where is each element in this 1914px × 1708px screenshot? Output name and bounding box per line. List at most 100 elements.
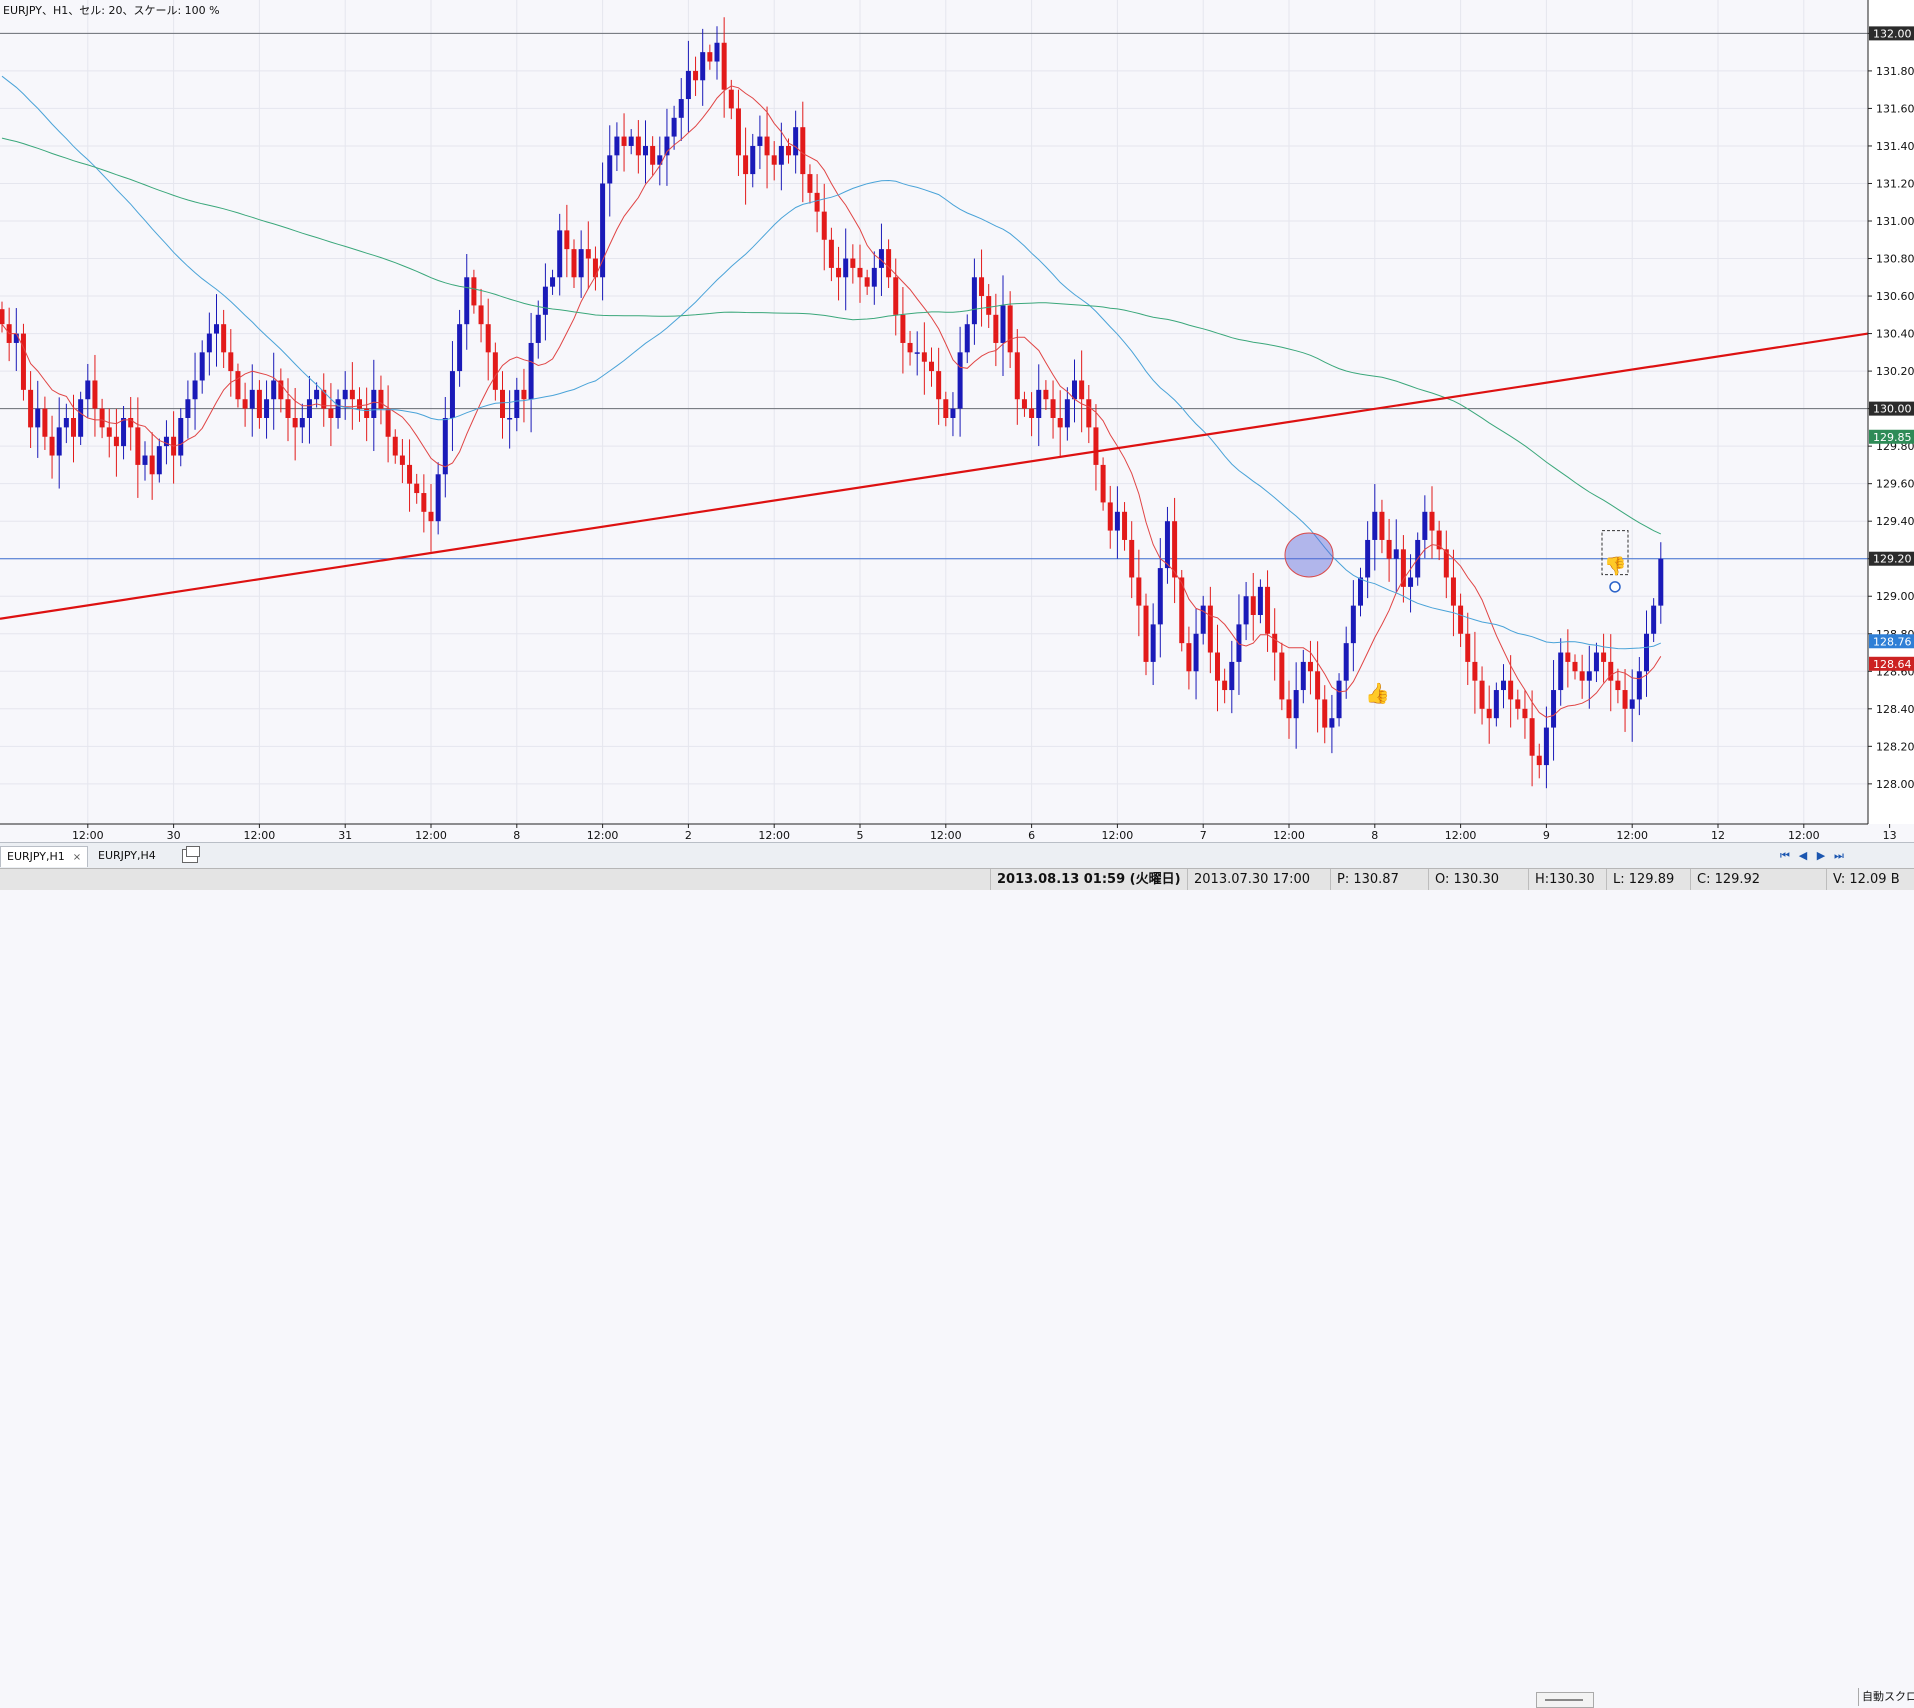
y-tick-label: 130.20 <box>1876 365 1914 378</box>
candle-body <box>13 333 19 343</box>
candle-body <box>435 474 441 522</box>
candle-body <box>249 389 255 409</box>
autoscroll-button[interactable]: 自動スクロール <box>1858 1688 1914 1706</box>
tab-label: EURJPY,H1 <box>7 850 65 863</box>
candle-body <box>607 155 613 184</box>
candle-body <box>650 145 656 165</box>
candle-body <box>457 324 463 372</box>
candle-body <box>78 399 84 437</box>
candle-body <box>1179 577 1185 644</box>
x-tick-label: 12:00 <box>244 829 276 842</box>
candle-body <box>1236 624 1242 662</box>
candle-body <box>671 117 677 137</box>
candle-body <box>971 277 977 325</box>
candle-body <box>1107 502 1113 531</box>
candle-body <box>192 380 198 400</box>
candle-body <box>1029 408 1035 418</box>
y-tick-label: 131.20 <box>1876 177 1914 190</box>
candle-body <box>850 258 856 268</box>
x-tick-label: 31 <box>338 829 352 842</box>
candle-body <box>1164 521 1170 569</box>
candle-body <box>399 455 405 465</box>
highlight-ellipse[interactable] <box>1284 532 1334 578</box>
candle-body <box>328 408 334 418</box>
trendline[interactable] <box>0 332 1869 620</box>
candle-body <box>807 174 813 193</box>
candle-body <box>878 249 884 268</box>
x-tick-label: 12:00 <box>1788 829 1820 842</box>
chart-scroll-handle[interactable] <box>1536 1692 1594 1708</box>
candle-body <box>1243 596 1249 625</box>
candle-body <box>85 380 91 400</box>
candle-body <box>49 436 55 456</box>
status-volume: V: 12.09 B <box>1826 869 1900 890</box>
candle-body <box>1093 427 1099 465</box>
x-tick-label: 12:00 <box>72 829 104 842</box>
price-label-text: 129.20 <box>1873 553 1912 566</box>
candle-body <box>1658 558 1664 606</box>
candle-body <box>1586 671 1592 681</box>
status-cursor-time: 2013.07.30 17:00 <box>1187 869 1310 890</box>
candle-body <box>814 192 820 212</box>
candle-body <box>156 446 162 475</box>
candle-body <box>535 314 541 343</box>
tab-eurjpy-h4[interactable]: EURJPY,H4 <box>92 846 162 866</box>
y-tick-label: 130.60 <box>1876 290 1914 303</box>
x-tick-label: 9 <box>1543 829 1550 842</box>
candle-body <box>550 277 556 287</box>
candle-body <box>950 408 956 418</box>
candle-body <box>542 286 548 315</box>
window-list-icon[interactable] <box>182 846 200 863</box>
anchor-circle[interactable] <box>1609 581 1621 593</box>
candle-body <box>1000 305 1006 343</box>
candle-body <box>743 155 749 175</box>
chart-info-label: EURJPY、H1、セル: 20、スケール: 100 % <box>3 4 220 17</box>
prev-bar-icon[interactable]: ◀ <box>1798 849 1808 862</box>
x-tick-label: 12:00 <box>587 829 619 842</box>
chart-navigation: ⏮ ◀ ▶ ⏭ <box>1776 849 1848 863</box>
candle-body <box>979 277 985 297</box>
close-tab-icon[interactable]: × <box>72 852 82 863</box>
candle-body <box>1215 652 1220 681</box>
candle-body <box>1222 680 1228 691</box>
candle-body <box>1622 690 1628 709</box>
tab-eurjpy-h1[interactable]: EURJPY,H1 × <box>0 846 89 867</box>
ma-mid-line <box>1 75 1661 650</box>
candle-body <box>578 249 584 278</box>
candle-body <box>514 389 520 418</box>
candle-body <box>943 399 949 418</box>
candle-body <box>371 389 377 418</box>
candle-body <box>1629 699 1635 709</box>
candle-body <box>786 145 791 156</box>
candle-body <box>492 352 498 390</box>
candle-body <box>471 277 477 306</box>
candle-body <box>900 314 906 343</box>
next-bar-icon[interactable]: ▶ <box>1816 849 1826 862</box>
candle-body <box>643 145 648 156</box>
price-chart[interactable]: 👍👎 128.00128.20128.40128.60128.80129.001… <box>0 0 1914 842</box>
x-tick-label: 12:00 <box>1273 829 1305 842</box>
candle-body <box>407 464 413 484</box>
first-bar-icon[interactable]: ⏮ <box>1780 849 1790 862</box>
status-low: L: 129.89 <box>1606 869 1674 890</box>
candle-body <box>278 380 284 400</box>
candle-body <box>600 183 606 278</box>
candle-body <box>1043 389 1049 400</box>
candle-body <box>893 277 899 315</box>
candle-body <box>1136 577 1142 606</box>
candle-body <box>1458 605 1464 634</box>
candle-body <box>1565 652 1571 662</box>
x-tick-label: 12:00 <box>415 829 447 842</box>
candle-body <box>292 418 298 428</box>
candle-body <box>314 389 320 400</box>
x-tick-label: 12 <box>1711 829 1725 842</box>
candle-body <box>1365 539 1371 578</box>
candle-body <box>728 89 734 109</box>
selection-box[interactable] <box>1601 530 1629 576</box>
candle-body <box>836 267 842 278</box>
last-bar-icon[interactable]: ⏭ <box>1834 849 1844 862</box>
candle-body <box>128 418 134 428</box>
candle-body <box>1207 605 1213 653</box>
x-tick-label: 12:00 <box>930 829 962 842</box>
candle-body <box>764 136 770 156</box>
